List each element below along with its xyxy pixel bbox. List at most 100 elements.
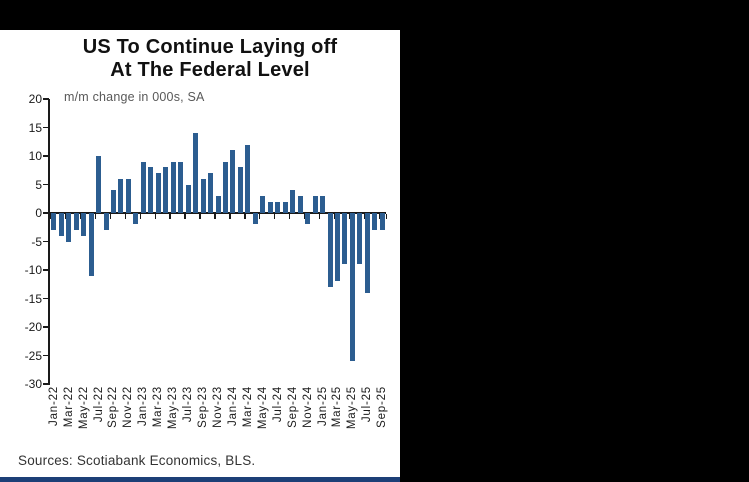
x-axis-tick	[139, 214, 141, 219]
x-axis-tick	[94, 214, 97, 219]
bar-Aug-24	[282, 201, 288, 213]
bar-Aug-23	[193, 133, 199, 213]
bar-Oct-22	[118, 178, 124, 213]
y-axis-tick	[43, 126, 49, 129]
x-axis-tick	[124, 214, 127, 219]
x-axis-label: May-23	[167, 386, 180, 430]
x-axis-tick	[154, 214, 156, 219]
chart-panel: US To Continue Laying off At The Federal…	[0, 30, 400, 482]
bar-Jun-25	[357, 213, 363, 265]
bar-Mar-23	[155, 173, 161, 213]
x-axis-tick	[363, 214, 365, 219]
x-axis-label: Sep-23	[197, 386, 210, 428]
x-axis-tick	[214, 214, 216, 219]
x-axis-tick	[333, 214, 336, 219]
source-note: Sources: Scotiabank Economics, BLS.	[18, 453, 256, 468]
bar-Apr-23	[163, 167, 169, 213]
bar-Feb-25	[327, 213, 333, 288]
y-axis-tick	[43, 98, 49, 100]
bar-May-23	[170, 161, 176, 213]
footer-accent-bar	[0, 477, 400, 482]
bar-Nov-23	[215, 195, 221, 213]
bar-Jul-22	[96, 156, 102, 213]
chart-title-line2: At The Federal Level	[110, 59, 310, 81]
x-axis-label: Sep-24	[286, 386, 299, 428]
y-axis-tick	[43, 269, 49, 271]
y-axis-label: -5	[31, 234, 42, 249]
x-axis-label: Jul-25	[361, 386, 374, 423]
y-axis-tick	[43, 155, 49, 157]
bar-Dec-24	[312, 195, 318, 213]
x-axis-tick	[79, 214, 82, 219]
bar-Jun-22	[88, 213, 94, 276]
bar-May-25	[349, 213, 355, 362]
bar-Mar-24	[245, 144, 251, 213]
x-axis-label: Jul-24	[271, 386, 284, 423]
bar-Jun-24	[267, 201, 273, 213]
y-axis-tick	[43, 240, 49, 243]
bar-Nov-22	[125, 178, 131, 213]
bar-Feb-23	[148, 167, 154, 213]
bar-Oct-23	[208, 173, 214, 213]
y-axis-label: 0	[35, 206, 42, 220]
chart-title-line1: US To Continue Laying off	[82, 36, 338, 58]
bar-Sep-23	[200, 178, 206, 213]
x-axis-label: Mar-25	[331, 386, 344, 428]
bar-Apr-24	[252, 213, 258, 225]
x-axis-tick	[229, 214, 231, 219]
x-axis-label: Sep-22	[107, 386, 120, 428]
bar-Jan-25	[320, 195, 326, 213]
y-axis-tick	[43, 354, 49, 357]
y-axis-tick	[43, 326, 49, 328]
x-axis-tick	[50, 214, 52, 219]
y-axis-label: -10	[24, 263, 42, 277]
bar-May-22	[81, 213, 87, 236]
y-axis-tick	[43, 297, 49, 300]
x-axis-tick	[184, 214, 186, 219]
x-axis-label: Jul-22	[92, 386, 105, 423]
x-axis-label: Nov-22	[122, 386, 135, 428]
bar-Apr-25	[342, 213, 348, 265]
y-axis-tick	[43, 383, 49, 385]
y-axis-label: 15	[28, 120, 42, 135]
x-axis-label: Jan-24	[226, 386, 239, 426]
x-axis-label: Sep-25	[376, 386, 389, 428]
bar-Dec-22	[133, 213, 139, 225]
x-axis-tick	[318, 214, 321, 219]
bar-Oct-24	[297, 195, 303, 213]
y-axis-tick	[43, 183, 49, 186]
bar-Aug-25	[372, 213, 378, 231]
bar-Jul-25	[364, 213, 370, 293]
x-axis-label: Nov-23	[212, 386, 224, 428]
y-axis-label: -25	[24, 348, 42, 363]
y-axis-label: -15	[24, 291, 42, 306]
bar-Sep-22	[110, 190, 116, 213]
x-axis-tick	[244, 214, 246, 219]
x-axis-tick	[348, 214, 351, 219]
chart-subtitle: m/m change in 000s, SA	[64, 90, 205, 104]
x-axis-tick	[288, 214, 291, 219]
bar-Apr-22	[73, 213, 79, 231]
x-axis-label: Mar-23	[152, 386, 165, 428]
x-axis-label: Jan-22	[47, 386, 60, 426]
bar-Sep-25	[379, 213, 385, 231]
x-axis-tick	[378, 214, 380, 219]
x-axis-label: Jan-25	[316, 386, 329, 426]
x-axis-tick	[199, 214, 201, 219]
x-axis-label: Mar-22	[62, 386, 75, 428]
bar-Feb-22	[58, 213, 64, 236]
x-axis-label: Nov-24	[301, 386, 314, 428]
bar-Jan-23	[140, 161, 146, 213]
x-axis-tick	[64, 214, 67, 219]
bar-Jul-24	[275, 201, 281, 213]
bar-Jan-22	[51, 213, 57, 231]
bar-Mar-22	[66, 213, 72, 242]
y-axis-label: 5	[35, 177, 42, 192]
y-axis-line	[48, 99, 50, 385]
x-axis-label: Mar-24	[241, 386, 254, 428]
bar-Jul-23	[185, 184, 191, 213]
bar-Jun-23	[178, 161, 184, 213]
x-axis-label: May-25	[346, 386, 359, 430]
y-axis-tick	[43, 212, 49, 214]
y-axis-label: -30	[24, 377, 42, 391]
